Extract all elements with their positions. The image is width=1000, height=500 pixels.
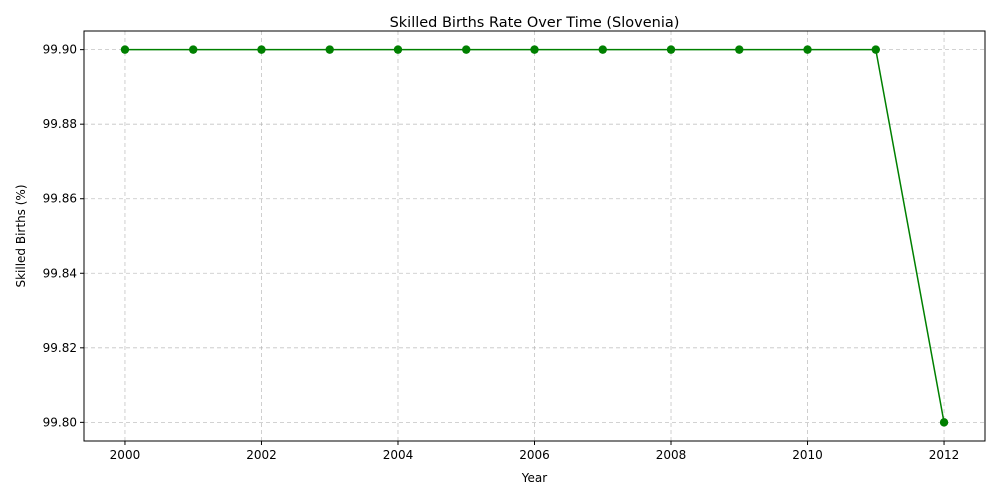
data-point xyxy=(803,45,812,54)
data-point xyxy=(325,45,334,54)
y-tick-label: 99.90 xyxy=(43,43,77,57)
data-point xyxy=(939,418,949,427)
x-tick-label: 2002 xyxy=(246,448,277,462)
data-point xyxy=(598,45,607,54)
x-tick-label: 2004 xyxy=(383,448,414,462)
series-layer xyxy=(120,45,949,427)
data-point xyxy=(393,45,403,54)
data-point xyxy=(735,45,744,54)
x-tick-label: 2000 xyxy=(110,448,141,462)
chart-title: Skilled Births Rate Over Time (Slovenia) xyxy=(390,15,680,31)
x-tick-label: 2008 xyxy=(656,448,687,462)
y-axis-label: Skilled Births (%) xyxy=(14,184,28,287)
y-tick-label: 99.84 xyxy=(43,266,77,280)
y-tick-label: 99.80 xyxy=(43,415,77,429)
data-point xyxy=(666,45,676,54)
data-point xyxy=(871,45,880,54)
data-point xyxy=(257,45,266,54)
x-tick-label: 2006 xyxy=(519,448,550,462)
data-point xyxy=(120,45,130,54)
data-point xyxy=(530,45,539,54)
data-point xyxy=(189,45,198,54)
x-axis: 2000 2002 2004 2006 2008 2010 2012 xyxy=(110,441,960,462)
y-tick-label: 99.86 xyxy=(43,192,77,206)
x-tick-label: 2010 xyxy=(792,448,823,462)
x-axis-label: Year xyxy=(521,471,547,485)
grid xyxy=(84,31,985,441)
y-axis: 99.80 99.82 99.84 99.86 99.88 99.90 xyxy=(43,43,84,429)
x-tick-label: 2012 xyxy=(929,448,960,462)
y-tick-label: 99.82 xyxy=(43,341,77,355)
data-point xyxy=(462,45,471,54)
y-tick-label: 99.88 xyxy=(43,117,77,131)
